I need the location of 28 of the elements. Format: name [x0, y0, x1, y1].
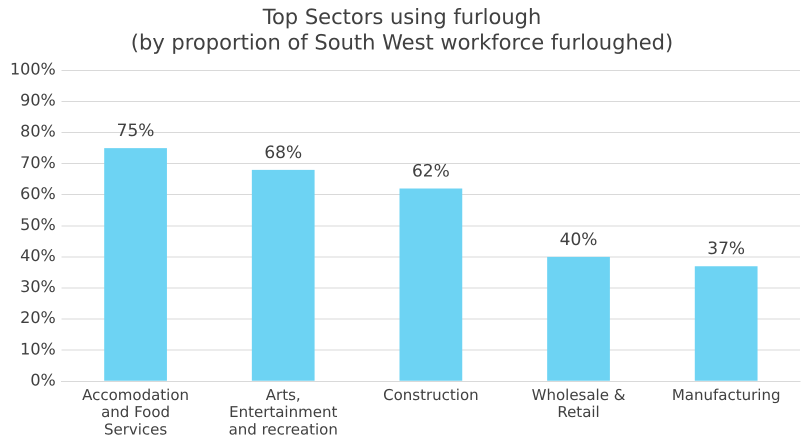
- y-tick-label: 0%: [30, 370, 56, 390]
- data-label: 40%: [560, 230, 598, 250]
- y-tick-label: 60%: [20, 184, 56, 203]
- y-tick-label: 40%: [20, 246, 56, 266]
- x-tick-label: Accomodation and Food Services: [82, 386, 190, 438]
- bar: [104, 148, 167, 381]
- x-tick-label: Arts, Entertainment and recreation: [228, 386, 338, 438]
- data-label: 75%: [116, 121, 154, 142]
- y-tick-label: 20%: [20, 308, 56, 328]
- bar: [399, 188, 462, 381]
- x-tick-label: Construction: [383, 386, 479, 404]
- y-tick-label: 80%: [20, 122, 56, 141]
- y-tick-label: 30%: [20, 277, 56, 296]
- x-tick-label: Wholesale & Retail: [532, 386, 626, 422]
- bar: [252, 170, 315, 381]
- y-tick-label: 70%: [20, 152, 56, 172]
- data-label: 62%: [412, 161, 450, 182]
- y-tick-label: 100%: [10, 60, 56, 79]
- y-tick-label: 10%: [20, 339, 56, 358]
- bar: [694, 266, 758, 381]
- x-tick-label: Manufacturing: [672, 386, 780, 404]
- text: (by proportion of South West workforce furloughed): [130, 30, 674, 54]
- bar: [547, 256, 610, 381]
- y-tick-label: 50%: [20, 214, 56, 234]
- data-label: 37%: [707, 239, 746, 260]
- text: Top Sectors using furlough: [262, 5, 542, 30]
- y-tick-label: 90%: [20, 90, 56, 110]
- data-label: 68%: [264, 142, 302, 163]
